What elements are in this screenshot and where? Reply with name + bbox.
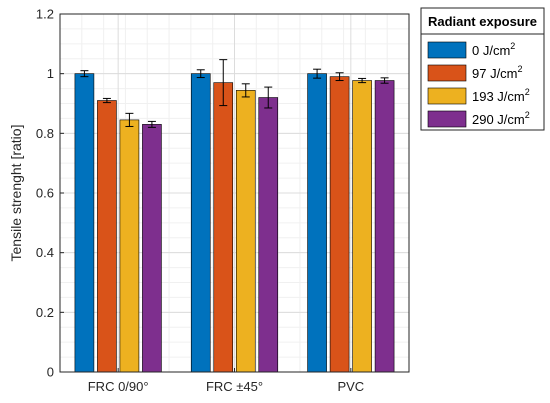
bars <box>74 59 395 373</box>
y-tick-label: 1 <box>47 66 54 81</box>
y-tick-labels: 0 0.2 0.4 0.6 0.8 1 1.2 <box>36 7 64 380</box>
bar <box>352 80 372 373</box>
x-tick-label: FRC 0/90° <box>88 379 149 394</box>
error-bar <box>80 70 89 78</box>
y-tick-label: 0.8 <box>36 126 54 141</box>
y-tick-label: 0.2 <box>36 305 54 320</box>
legend-label: 193 J/cm2 <box>472 87 530 104</box>
y-tick-label: 0 <box>47 365 54 380</box>
legend-swatch <box>427 87 467 105</box>
legend-item: 193 J/cm2 <box>427 87 530 105</box>
x-tick-label: PVC <box>337 379 364 394</box>
error-bar <box>313 68 322 79</box>
legend-item: 0 J/cm2 <box>427 41 515 59</box>
error-bar <box>147 120 156 128</box>
legend-swatch <box>427 110 467 128</box>
bar <box>374 80 395 373</box>
error-bar <box>102 97 111 104</box>
legend-item: 290 J/cm2 <box>427 110 530 128</box>
legend-swatch <box>427 41 467 59</box>
bar <box>74 73 95 373</box>
legend-label: 97 J/cm2 <box>472 64 523 81</box>
y-tick-label: 0.4 <box>36 245 54 260</box>
bar <box>97 100 117 373</box>
y-tick-label: 0.6 <box>36 186 54 201</box>
error-bar <box>125 112 134 127</box>
legend-label: 0 J/cm2 <box>472 41 515 58</box>
bar <box>190 73 211 373</box>
bar <box>329 76 350 373</box>
legend: Radiant exposure 0 J/cm2 97 J/cm2 193 J/cm… <box>420 7 545 131</box>
bar <box>258 97 279 373</box>
legend-title: Radiant exposure <box>428 14 537 29</box>
error-bar <box>264 86 273 109</box>
error-bar <box>358 77 367 84</box>
error-bar <box>196 69 205 79</box>
legend-label: 290 J/cm2 <box>472 110 530 127</box>
bar <box>142 124 162 373</box>
error-bar <box>241 83 250 98</box>
x-tick-labels: FRC 0/90° FRC ±45° PVC <box>88 368 364 394</box>
error-bar <box>380 77 389 84</box>
legend-swatch <box>427 64 467 82</box>
y-axis-label: Tensile strenght [ratio] <box>8 125 24 262</box>
error-bar <box>335 72 344 82</box>
bar <box>213 82 234 373</box>
error-bar <box>219 59 228 107</box>
bar <box>119 119 140 373</box>
y-tick-label: 1.2 <box>36 7 54 22</box>
legend-item: 97 J/cm2 <box>427 64 523 82</box>
x-tick-label: FRC ±45° <box>206 379 263 394</box>
bar <box>235 90 256 373</box>
bar <box>307 73 327 373</box>
